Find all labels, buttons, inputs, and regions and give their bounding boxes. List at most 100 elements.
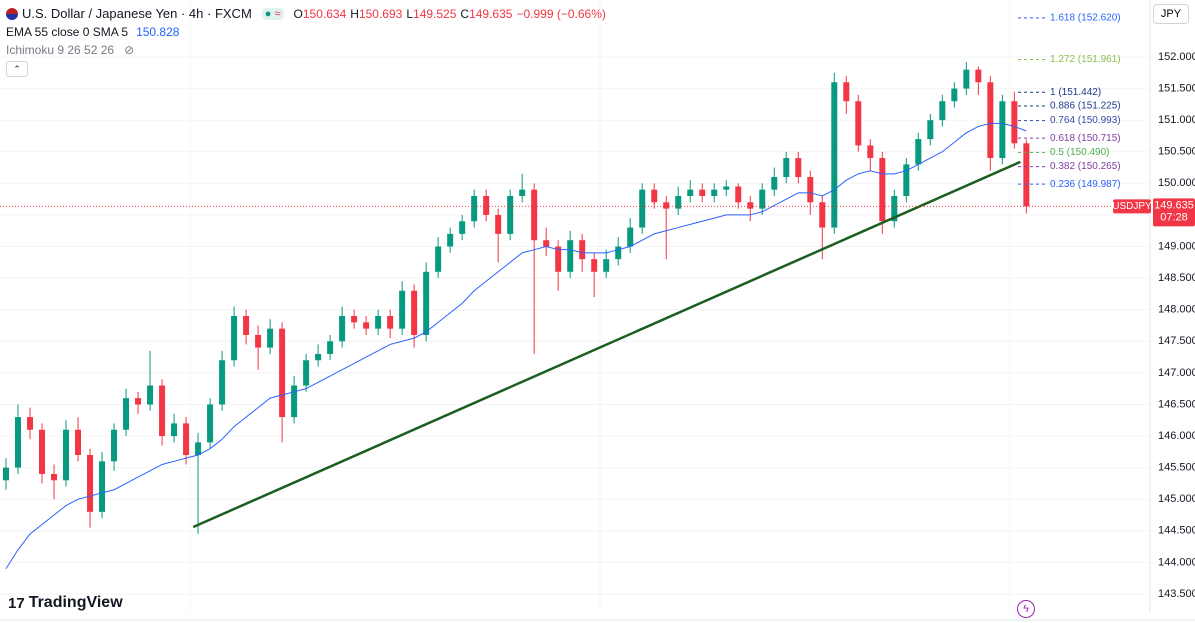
candle-body — [891, 195, 898, 222]
logo[interactable]: 17 TradingView — [8, 594, 123, 612]
price-box — [1153, 198, 1195, 227]
candle-body — [699, 189, 706, 196]
candle-body — [831, 82, 838, 228]
candle-body — [291, 385, 298, 418]
candle-body — [399, 290, 406, 329]
fib-label: 0.236 (149.987) — [1050, 179, 1121, 190]
y-tick-label: 147.000 — [1158, 367, 1195, 379]
ema-line — [5, 122, 1027, 569]
symbol-label: USDJPY — [1112, 201, 1152, 212]
lightning-icon[interactable]: ϟ — [1017, 600, 1035, 618]
candle-body — [267, 328, 274, 348]
candle-body — [555, 246, 562, 272]
currency-button[interactable]: JPY — [1153, 4, 1189, 24]
candle-body — [567, 240, 574, 272]
ohlc-value: 149.525 — [413, 6, 457, 21]
candle-body — [219, 360, 226, 405]
candle-body — [99, 461, 106, 512]
y-tick-label: 146.500 — [1158, 398, 1195, 410]
candle-body — [1011, 101, 1018, 144]
candle-body — [927, 120, 934, 140]
y-tick-label: 146.000 — [1158, 430, 1195, 442]
candle-body — [135, 398, 142, 405]
brand: TradingView — [28, 594, 123, 611]
fib-label: 1.272 (151.961) — [1050, 54, 1121, 65]
candle-body — [939, 101, 946, 121]
candle-body — [123, 398, 130, 430]
candle-body — [411, 290, 418, 335]
candle-body — [759, 189, 766, 209]
collapse-button[interactable]: ⌃ — [6, 61, 28, 77]
candle-body — [63, 429, 70, 481]
candle-body — [231, 316, 238, 361]
y-tick-label: 145.000 — [1158, 493, 1195, 505]
y-tick-label: 149.000 — [1158, 240, 1195, 252]
countdown: 07:28 — [1160, 211, 1188, 223]
ohlc-value: 150.634 — [302, 6, 347, 21]
candle-body — [423, 271, 430, 335]
logo-icon: 17 — [8, 594, 25, 612]
trendline — [192, 160, 1021, 529]
indicator-value: 150.828 — [136, 25, 180, 39]
candle-body — [339, 316, 346, 342]
symbol-box — [1113, 199, 1151, 214]
candle-body — [39, 429, 46, 474]
candle-body — [651, 189, 658, 203]
candle-body — [711, 189, 718, 196]
y-tick-label: 148.000 — [1158, 304, 1195, 316]
candle-body — [867, 145, 874, 159]
ema-legend[interactable]: EMA 55 close 0 SMA 5 150.828 — [6, 25, 179, 39]
candle-body — [111, 429, 118, 462]
candle-body — [471, 195, 478, 222]
status-badge[interactable]: ● ≈ — [261, 7, 284, 20]
candle-body — [591, 259, 598, 272]
ohlc-key: L — [406, 6, 414, 21]
symbol-title[interactable]: U.S. Dollar / Japanese Yen · 4h · FXCM — [22, 6, 252, 21]
fib-label: 1.618 (152.620) — [1050, 12, 1121, 23]
candle-body — [855, 101, 862, 146]
candle-body — [363, 322, 370, 329]
fib-label: 1 (151.442) — [1050, 87, 1101, 98]
candle-body — [963, 69, 970, 89]
candle-body — [459, 221, 466, 234]
y-tick-label: 143.500 — [1158, 588, 1195, 600]
candle-body — [639, 189, 646, 228]
candle-body — [351, 316, 358, 323]
y-tick-label: 144.500 — [1158, 525, 1195, 537]
candle-body — [951, 88, 958, 102]
candle-body — [615, 246, 622, 260]
fib-label: 0.886 (151.225) — [1050, 101, 1121, 112]
candle-body — [903, 164, 910, 196]
candle-body — [687, 189, 694, 196]
symbol-header: U.S. Dollar / Japanese Yen · 4h · FXCM ●… — [6, 6, 606, 21]
candle-body — [663, 202, 670, 209]
candle-body — [999, 101, 1006, 159]
candle-body — [435, 246, 442, 272]
candle-body — [183, 423, 190, 456]
candle-body — [87, 455, 94, 512]
candle-body — [519, 189, 526, 196]
candle-body — [507, 195, 514, 234]
candle-body — [195, 442, 202, 456]
candle-body — [75, 429, 82, 456]
candle-body — [771, 177, 778, 190]
y-tick-label: 152.000 — [1158, 51, 1195, 63]
ohlc-key: H — [350, 6, 359, 21]
candle-body — [243, 316, 250, 335]
candle-body — [843, 82, 850, 102]
hidden-icon[interactable]: ⊘ — [124, 43, 135, 57]
ichimoku-legend[interactable]: Ichimoku 9 26 52 26 ⊘ — [6, 43, 134, 57]
candle-body — [879, 158, 886, 222]
candle-body — [975, 69, 982, 83]
indicator-name: Ichimoku 9 26 52 26 — [6, 43, 115, 57]
candle-body — [795, 158, 802, 178]
candle-body — [1023, 143, 1030, 207]
candle-body — [147, 385, 154, 405]
candle-body — [747, 202, 754, 209]
candle-body — [387, 316, 394, 329]
ohlc-key: C — [460, 6, 470, 21]
y-tick-label: 147.500 — [1158, 335, 1195, 347]
candle-body — [15, 417, 22, 468]
